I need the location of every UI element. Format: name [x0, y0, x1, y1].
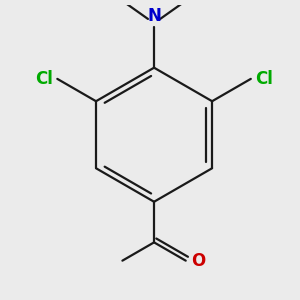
Text: Cl: Cl: [35, 70, 53, 88]
Text: Cl: Cl: [255, 70, 273, 88]
Text: N: N: [147, 7, 161, 25]
Text: O: O: [191, 252, 205, 270]
